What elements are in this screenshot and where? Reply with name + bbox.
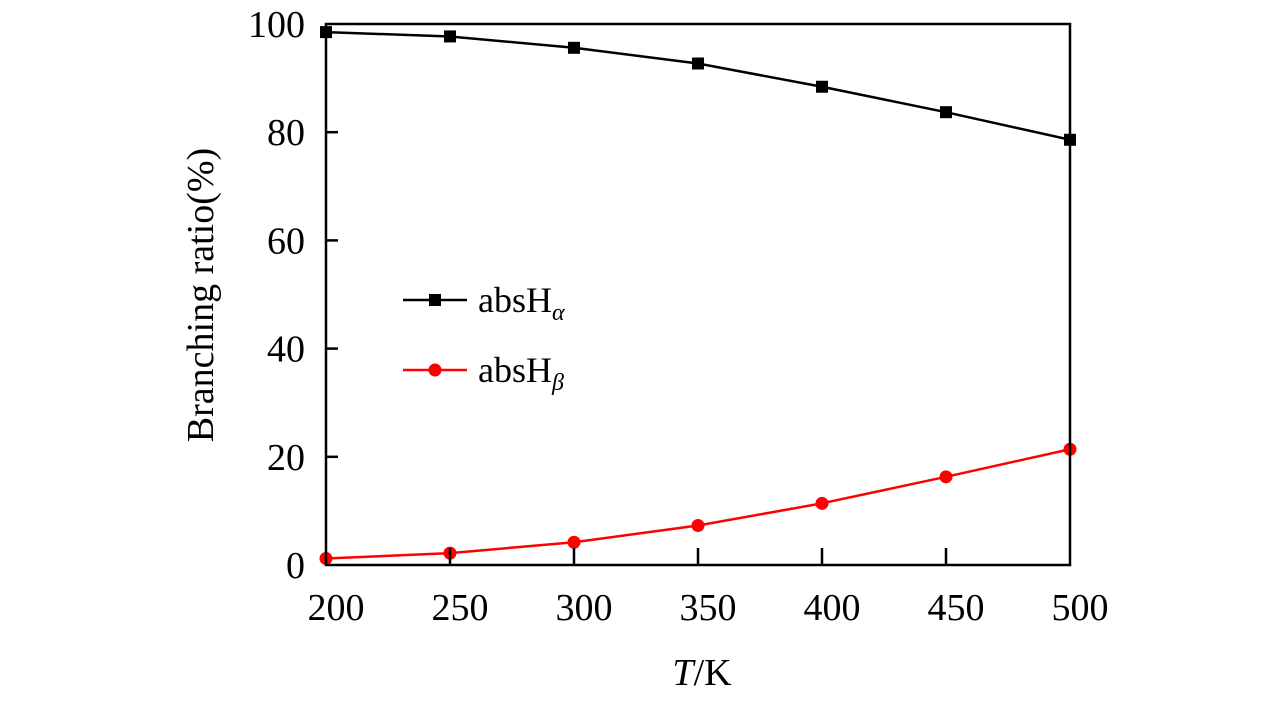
series-line — [325, 448, 1071, 560]
data-point — [939, 470, 953, 484]
x-axis-label: T/K — [672, 652, 732, 694]
data-point — [567, 535, 581, 549]
y-tick-label: 60 — [267, 220, 305, 262]
x-axis-label-unit: /K — [694, 652, 733, 694]
legend-entry: absHβ — [403, 350, 564, 396]
data-point — [428, 363, 442, 377]
series-line — [325, 30, 1071, 141]
data-point — [568, 41, 580, 54]
data-point — [444, 30, 456, 43]
y-tick-label: 100 — [248, 4, 305, 46]
x-tick-label: 450 — [928, 587, 985, 629]
series-α — [320, 26, 1076, 146]
data-point — [815, 496, 829, 510]
x-axis-label-var: T — [672, 652, 696, 694]
data-point — [691, 519, 705, 533]
data-point — [940, 106, 952, 119]
y-tick-label: 80 — [267, 112, 305, 154]
y-tick-label: 0 — [286, 545, 305, 587]
x-tick-label: 350 — [680, 587, 737, 629]
y-tick-label: 20 — [267, 437, 305, 479]
data-point — [816, 80, 828, 93]
x-tick-label: 250 — [432, 587, 489, 629]
legend-label: absHα — [478, 280, 565, 326]
y-tick-label: 40 — [267, 329, 305, 371]
legend-entry: absHα — [403, 280, 565, 326]
legend-label: absHβ — [478, 350, 564, 396]
x-tick-label: 400 — [804, 587, 861, 629]
x-tick-label: 200 — [308, 587, 365, 629]
x-tick-label: 500 — [1052, 587, 1109, 629]
data-point — [429, 294, 441, 306]
x-tick-label: 300 — [556, 587, 613, 629]
legend: absHα absHβ — [403, 280, 565, 396]
series-β — [319, 442, 1077, 566]
y-axis-label: Branching ratio(%) — [180, 148, 222, 442]
ticks: 200 250 300 350 400 450 500 0 20 40 60 80 100 — [248, 4, 1109, 629]
data-point — [692, 57, 704, 70]
